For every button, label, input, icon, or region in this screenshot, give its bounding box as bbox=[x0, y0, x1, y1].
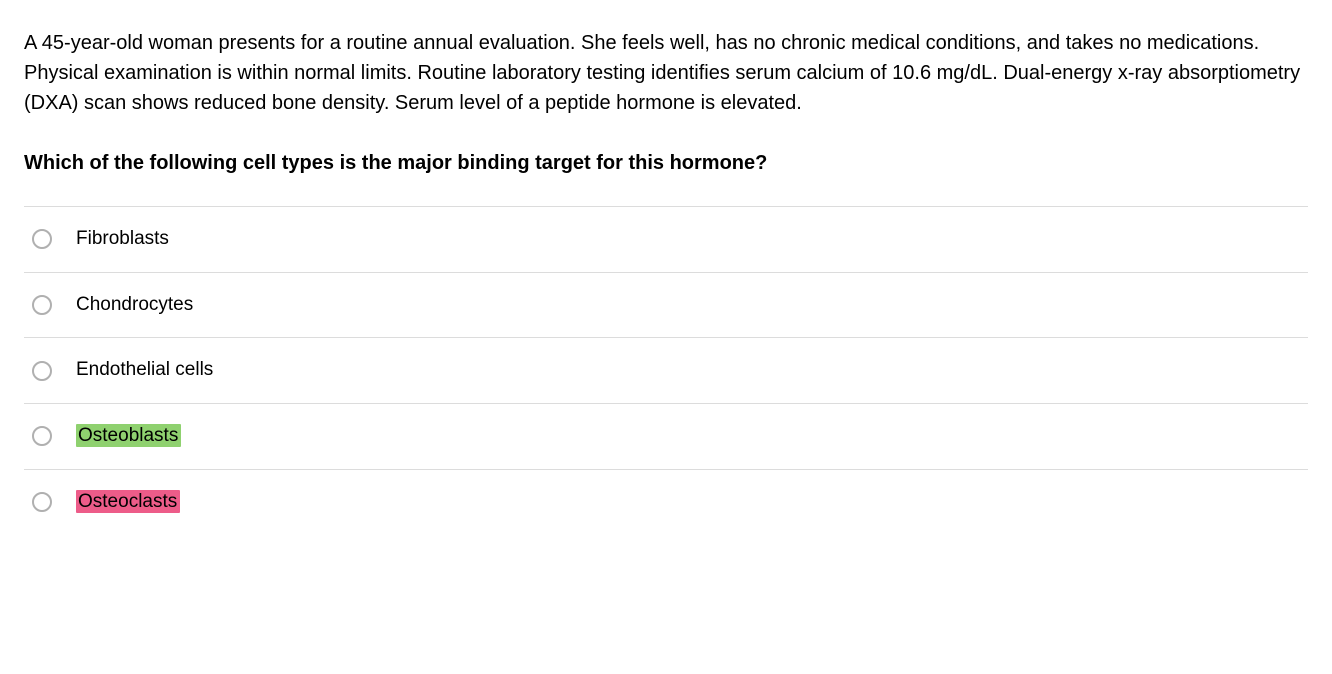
answer-option[interactable]: Fibroblasts bbox=[24, 207, 1308, 273]
answer-option[interactable]: Chondrocytes bbox=[24, 273, 1308, 339]
question-stem: A 45-year-old woman presents for a routi… bbox=[24, 28, 1308, 118]
question-prompt: Which of the following cell types is the… bbox=[24, 148, 1308, 178]
radio-icon[interactable] bbox=[32, 361, 52, 381]
answer-option[interactable]: Endothelial cells bbox=[24, 338, 1308, 404]
question-page: A 45-year-old woman presents for a routi… bbox=[0, 0, 1332, 558]
answer-option-label: Osteoblasts bbox=[76, 424, 181, 449]
answer-option[interactable]: Osteoblasts bbox=[24, 404, 1308, 470]
radio-icon[interactable] bbox=[32, 426, 52, 446]
radio-icon[interactable] bbox=[32, 492, 52, 512]
answer-option-label: Chondrocytes bbox=[76, 293, 193, 318]
answer-option-label: Endothelial cells bbox=[76, 358, 213, 383]
answer-option-label: Osteoclasts bbox=[76, 490, 180, 515]
radio-icon[interactable] bbox=[32, 229, 52, 249]
answer-option[interactable]: Osteoclasts bbox=[24, 470, 1308, 535]
radio-icon[interactable] bbox=[32, 295, 52, 315]
highlight-pink: Osteoclasts bbox=[76, 490, 180, 513]
highlight-green: Osteoblasts bbox=[76, 424, 181, 447]
answer-option-label: Fibroblasts bbox=[76, 227, 169, 252]
answer-options-list: Fibroblasts Chondrocytes Endothelial cel… bbox=[24, 206, 1308, 534]
